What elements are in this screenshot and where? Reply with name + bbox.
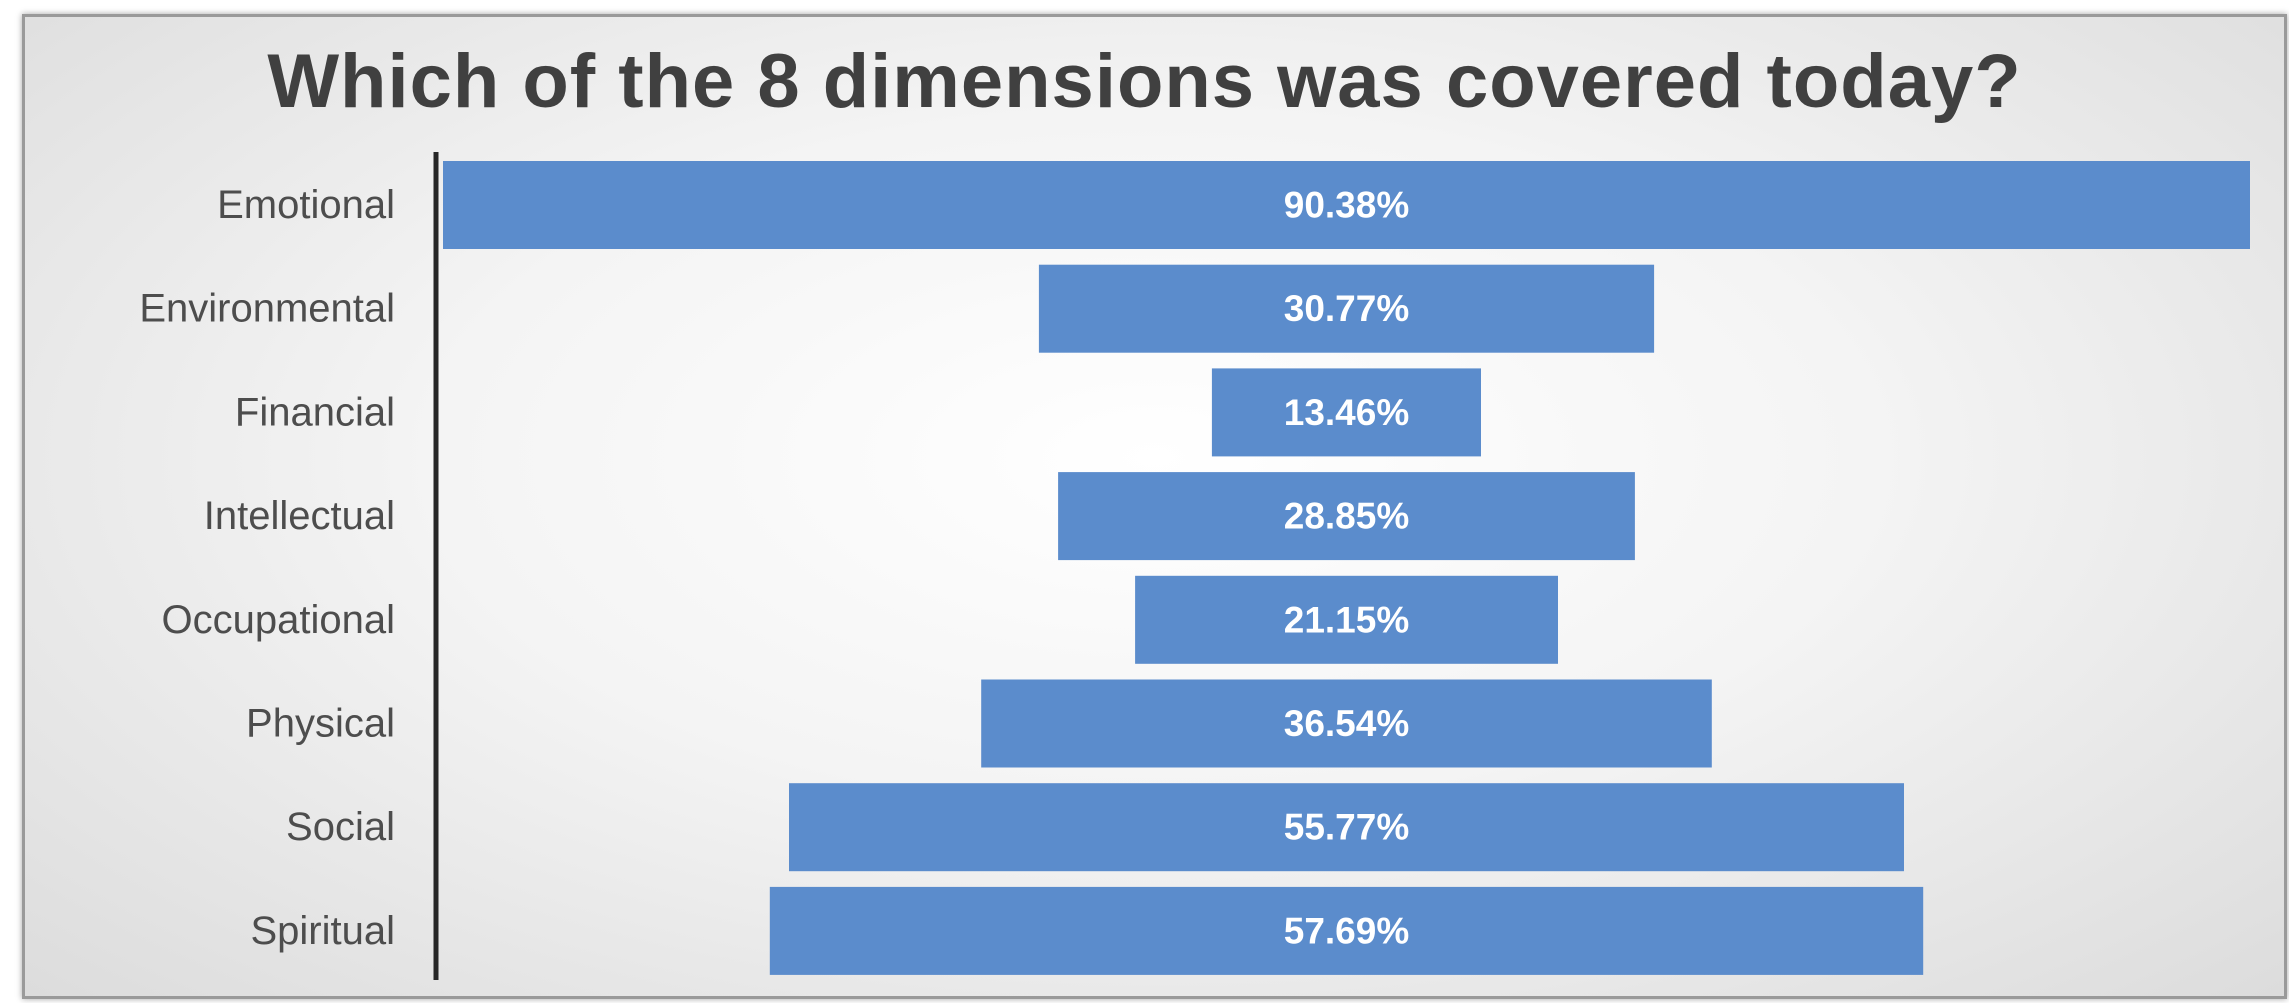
- category-label-financial: Financial: [235, 390, 395, 434]
- data-label-intellectual: 28.85%: [1284, 496, 1410, 537]
- bar-occupational: [1135, 575, 1558, 664]
- bar-spiritual: [769, 886, 1924, 975]
- bar-emotional: [443, 161, 2250, 249]
- data-label-spiritual: 57.69%: [1284, 910, 1410, 951]
- category-label-physical: Physical: [246, 702, 395, 746]
- data-label-social: 55.77%: [1284, 807, 1410, 848]
- category-label-emotional: Emotional: [217, 183, 395, 227]
- category-label-environmental: Environmental: [139, 287, 395, 331]
- category-label-spiritual: Spiritual: [250, 909, 395, 953]
- category-label-occupational: Occupational: [162, 598, 395, 642]
- data-label-occupational: 21.15%: [1284, 599, 1410, 640]
- chart-title: Which of the 8 dimensions was covered to…: [267, 39, 2022, 124]
- category-label-social: Social: [286, 805, 395, 849]
- bar-financial: [1211, 368, 1481, 457]
- bar-social: [789, 783, 1904, 872]
- bar-intellectual: [1058, 472, 1635, 561]
- data-label-financial: 13.46%: [1284, 392, 1410, 433]
- data-label-physical: 36.54%: [1284, 703, 1410, 744]
- bar-physical: [981, 679, 1712, 768]
- data-label-environmental: 30.77%: [1284, 288, 1410, 329]
- category-label-intellectual: Intellectual: [204, 494, 395, 538]
- data-label-emotional: 90.38%: [1284, 185, 1410, 226]
- bar-environmental: [1038, 264, 1655, 353]
